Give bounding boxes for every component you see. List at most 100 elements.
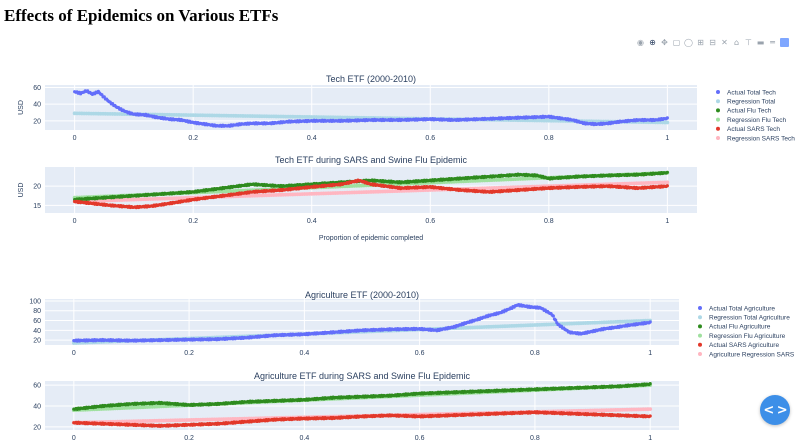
legend-label: Actual Flu Agriculture [709,324,771,331]
legend-marker [716,126,720,131]
legend-item-actual-flu-tech[interactable]: Actual Flu Tech [716,108,772,115]
series-actual-flu-agriculture[interactable] [72,382,652,411]
chart-title: Agriculture ETF (2000-2010) [305,290,419,300]
home-icon[interactable]: ⌂ [733,37,740,47]
series-actual-total-agriculture[interactable] [72,303,652,343]
legend-item-actual-sars-agriculture[interactable]: Actual SARS Agriculture [698,342,779,349]
legend-label: Regression SARS Tech [727,135,795,142]
legend-label: Regression Flu Tech [727,117,787,124]
x-tick-label: 1 [648,350,652,357]
x-tick-label: 0.8 [530,435,540,442]
x-tick-label: 0.4 [299,350,309,357]
series-actual-sars-agriculture[interactable] [72,410,652,429]
y-tick-label: 60 [33,383,41,390]
legend-marker [716,108,720,113]
series-actual-sars-tech[interactable] [73,178,669,210]
legend-marker [698,324,702,329]
legend-marker [698,306,702,310]
y-tick-label: 20 [33,118,41,125]
legend-label: Actual Total Agriculture [709,305,775,312]
series-layer [72,89,670,129]
series-actual-total-tech[interactable] [73,89,669,129]
legend-marker [716,99,720,104]
y-tick-label: 40 [33,328,41,335]
legend-label: Actual Flu Tech [727,108,772,115]
x-tick-label: 0.2 [184,435,194,442]
legend-item-agriculture-regression-sars[interactable]: Agriculture Regression SARS [698,351,795,358]
spike-lines-icon[interactable]: ⊤ [745,37,752,47]
legend-item-actual-sars-tech[interactable]: Actual SARS Tech [716,126,780,133]
box-select-icon[interactable]: ▢ [672,37,681,47]
y-tick-label: 60 [33,85,41,92]
series-layer [72,170,670,210]
series-layer [71,303,653,345]
legend-item-actual-total-agriculture[interactable]: Actual Total Agriculture [698,305,775,312]
legend-label: Actual SARS Agriculture [709,342,779,349]
lasso-icon[interactable]: ◯ [684,37,693,47]
x-tick-label: 0.8 [530,350,540,357]
x-tick-label: 0.6 [415,435,425,442]
x-tick-label: 0.2 [184,350,194,357]
legend-item-actual-flu-agriculture[interactable]: Actual Flu Agriculture [698,324,771,331]
legend-label: Agriculture Regression SARS [709,351,795,358]
legend-label: Actual SARS Tech [727,126,780,133]
y-tick-label: 100 [29,298,41,305]
code-icon: < > [763,402,787,418]
camera-icon[interactable]: ◉ [637,37,644,47]
x-tick-label: 1 [665,135,669,142]
chart-panel-2: Tech ETF during SARS and Swine Flu Epide… [18,155,697,242]
legend-marker [698,352,702,356]
plotly-logo-icon[interactable] [780,38,789,47]
legend-marker [716,136,720,140]
zoom-out-icon[interactable]: ⊟ [709,37,716,47]
y-tick-label: 40 [33,102,41,109]
chart-panel-3: Agriculture ETF (2000-2010)0 0.2 0.4 0.6 0.8… [29,290,679,357]
chart-title: Tech ETF (2000-2010) [326,74,416,84]
legend-item-regression-total[interactable]: Regression Total [716,99,776,106]
data-point [665,170,669,174]
y-tick-label: 20 [33,338,41,345]
legend-item-regression-flu-agriculture[interactable]: Regression Flu Agriculture [698,333,786,340]
legend-item-actual-total-tech[interactable]: Actual Total Tech [716,89,776,96]
legend-marker [698,342,702,347]
legend-label: Regression Flu Agriculture [709,333,786,340]
legend-label: Actual Total Tech [727,89,776,96]
zoom-icon[interactable]: ⊕ [649,37,656,47]
y-tick-label: 40 [33,404,41,411]
series-actual-flu-tech[interactable] [73,170,669,202]
x-axis-label: Proportion of epidemic completed [319,235,423,242]
data-point [648,407,653,412]
x-tick-label: 0.6 [425,135,435,142]
y-tick-label: 80 [33,308,41,315]
hover-compare-icon[interactable]: ═ [770,37,775,47]
data-point [648,320,652,324]
legend-item-regression-total-agriculture[interactable]: Regression Total Agriculture [698,315,790,322]
hover-closest-icon[interactable]: ▬ [756,37,765,47]
data-point [665,116,669,120]
zoom-in-icon[interactable]: ⊞ [697,37,704,47]
x-tick-label: 0 [73,135,77,142]
x-tick-label: 1 [665,218,669,225]
y-axis-label: USD [18,183,25,198]
y-tick-label: 15 [33,203,41,210]
x-tick-label: 0 [72,435,76,442]
legend-label: Regression Total [727,99,776,106]
x-tick-label: 0.4 [307,135,317,142]
data-point [648,382,652,386]
legend-item-regression-sars-tech[interactable]: Regression SARS Tech [716,135,795,142]
legend-item-regression-flu-tech[interactable]: Regression Flu Tech [716,117,787,124]
x-tick-label: 0.6 [425,218,435,225]
x-tick-label: 0.6 [415,350,425,357]
chart-modebar: ◉ ⊕ ✥ ▢ ◯ ⊞ ⊟ ✕ ⌂ ⊤ ▬ ═ [636,38,789,47]
page-title: Effects of Epidemics on Various ETFs [4,6,279,25]
x-tick-label: 0.4 [307,218,317,225]
legend-marker [698,333,702,338]
autoscale-icon[interactable]: ✕ [721,37,728,47]
pan-icon[interactable]: ✥ [661,37,668,47]
y-tick-label: 60 [33,318,41,325]
x-tick-label: 0.4 [299,435,309,442]
chart-title: Tech ETF during SARS and Swine Flu Epide… [275,155,468,165]
data-point [551,314,555,318]
y-tick-label: 20 [33,184,41,191]
code-toggle-button[interactable]: < > [760,395,790,425]
